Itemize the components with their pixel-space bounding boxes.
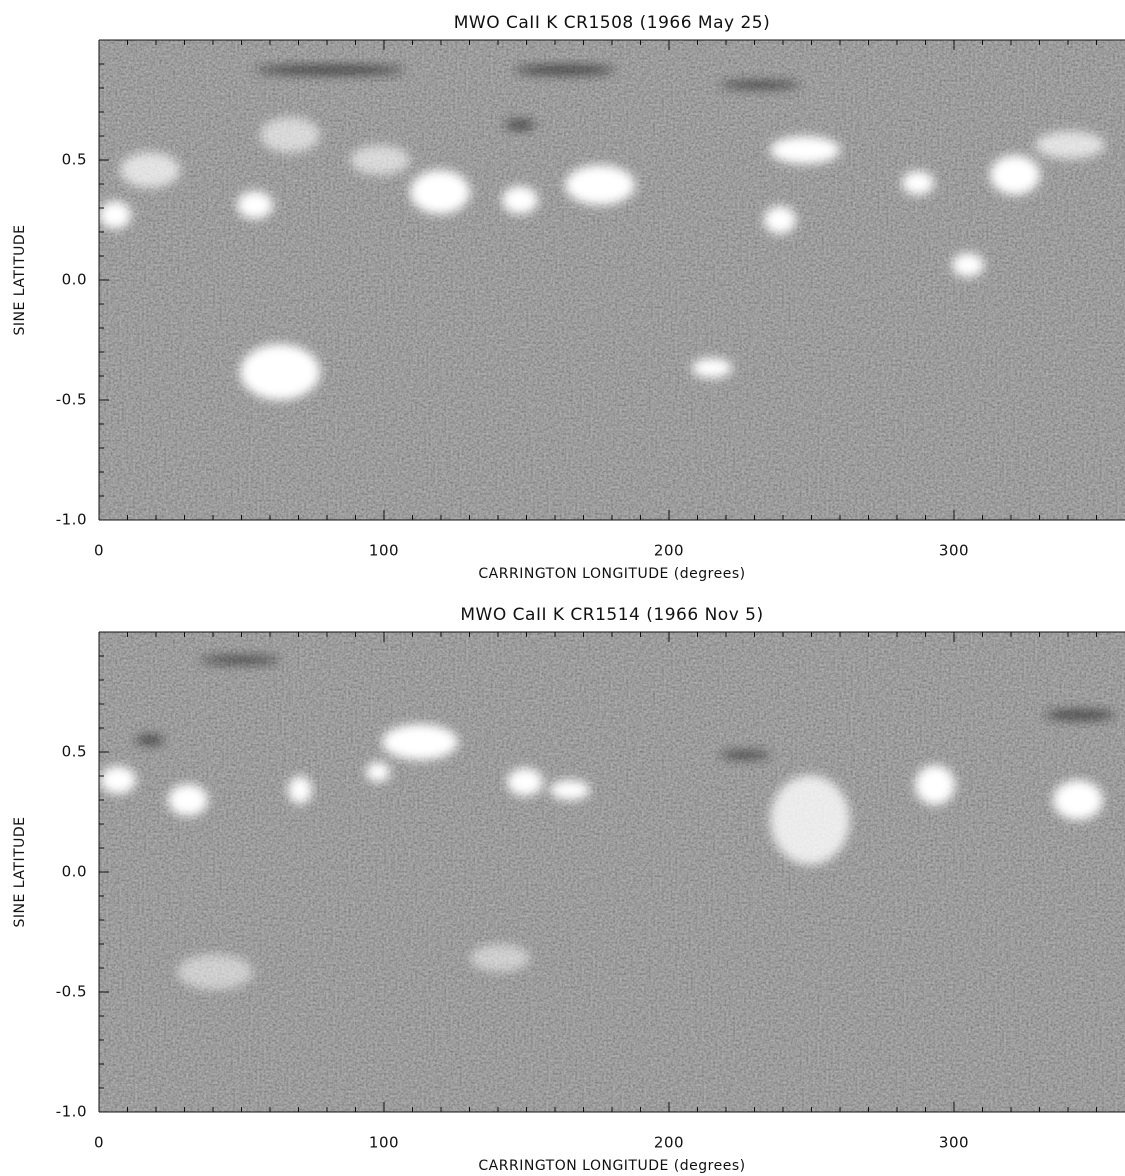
- panel: [99, 40, 1125, 520]
- x-tick-label: 300: [939, 1134, 969, 1152]
- filament-features: [136, 656, 1115, 759]
- x-tick-label: 100: [369, 1134, 399, 1152]
- x-axis-label: CARRINGTON LONGITUDE (degrees): [478, 1158, 745, 1174]
- chart-title: MWO CaII K CR1514 (1966 Nov 5): [460, 605, 763, 625]
- x-tick-label: 300: [939, 542, 969, 560]
- y-tick-label: 0.5: [62, 151, 87, 169]
- chart-title: MWO CaII K CR1508 (1966 May 25): [454, 13, 771, 33]
- x-tick-label: 0: [94, 1134, 104, 1152]
- y-tick-label: -0.5: [56, 983, 87, 1001]
- map-texture: [99, 40, 1125, 520]
- map-texture: [99, 632, 1125, 1112]
- x-tick-label: 0: [94, 542, 104, 560]
- y-tick-label: 0.0: [62, 271, 87, 289]
- filament-features: [255, 65, 800, 130]
- plage-features: [100, 724, 1103, 990]
- y-tick-label: -0.5: [56, 391, 87, 409]
- y-axis-label: SINE LATITUDE: [12, 224, 28, 335]
- x-axis-label: CARRINGTON LONGITUDE (degrees): [478, 566, 745, 582]
- plage-features: [99, 117, 1105, 400]
- x-tick-label: 100: [369, 542, 399, 560]
- x-tick-label: 200: [654, 542, 684, 560]
- y-tick-label: -1.0: [56, 511, 87, 529]
- x-tick-label: 200: [654, 1134, 684, 1152]
- y-tick-label: 0.5: [62, 743, 87, 761]
- panel: [99, 632, 1125, 1112]
- axes: MWO CaII K CR1508 (1966 May 25) CARRINGTO…: [12, 13, 1125, 1174]
- y-tick-label: 0.0: [62, 863, 87, 881]
- y-tick-label: -1.0: [56, 1103, 87, 1121]
- y-axis-label: SINE LATITUDE: [12, 816, 28, 927]
